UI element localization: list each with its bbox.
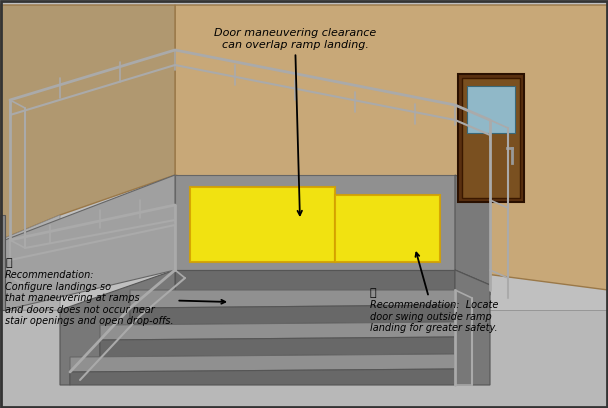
Polygon shape [455, 175, 490, 285]
Polygon shape [190, 187, 335, 262]
Polygon shape [0, 215, 60, 310]
Polygon shape [455, 270, 490, 295]
Polygon shape [100, 322, 455, 340]
Polygon shape [0, 310, 608, 408]
Polygon shape [175, 270, 455, 290]
Polygon shape [462, 78, 520, 198]
Polygon shape [467, 86, 515, 133]
Text: 🔧: 🔧 [5, 258, 12, 268]
Polygon shape [458, 74, 524, 202]
Polygon shape [455, 270, 490, 385]
Polygon shape [70, 354, 455, 372]
Polygon shape [130, 305, 455, 325]
Polygon shape [60, 270, 175, 385]
Polygon shape [5, 175, 175, 310]
Polygon shape [130, 290, 455, 308]
Polygon shape [175, 5, 608, 290]
Polygon shape [100, 337, 455, 357]
Text: Door maneuvering clearance
can overlap ramp landing.: Door maneuvering clearance can overlap r… [214, 28, 376, 215]
Polygon shape [0, 215, 5, 310]
Text: Recommendation:
Configure landings so
that maneuvering at ramps
and doors does n: Recommendation: Configure landings so th… [5, 270, 225, 326]
Text: Recommendation:  Locate
door swing outside ramp
landing for greater safety.: Recommendation: Locate door swing outsid… [370, 253, 499, 333]
Polygon shape [335, 195, 440, 262]
Text: 🔧: 🔧 [370, 288, 376, 298]
Polygon shape [0, 5, 175, 240]
Polygon shape [175, 175, 455, 270]
Polygon shape [70, 369, 455, 385]
